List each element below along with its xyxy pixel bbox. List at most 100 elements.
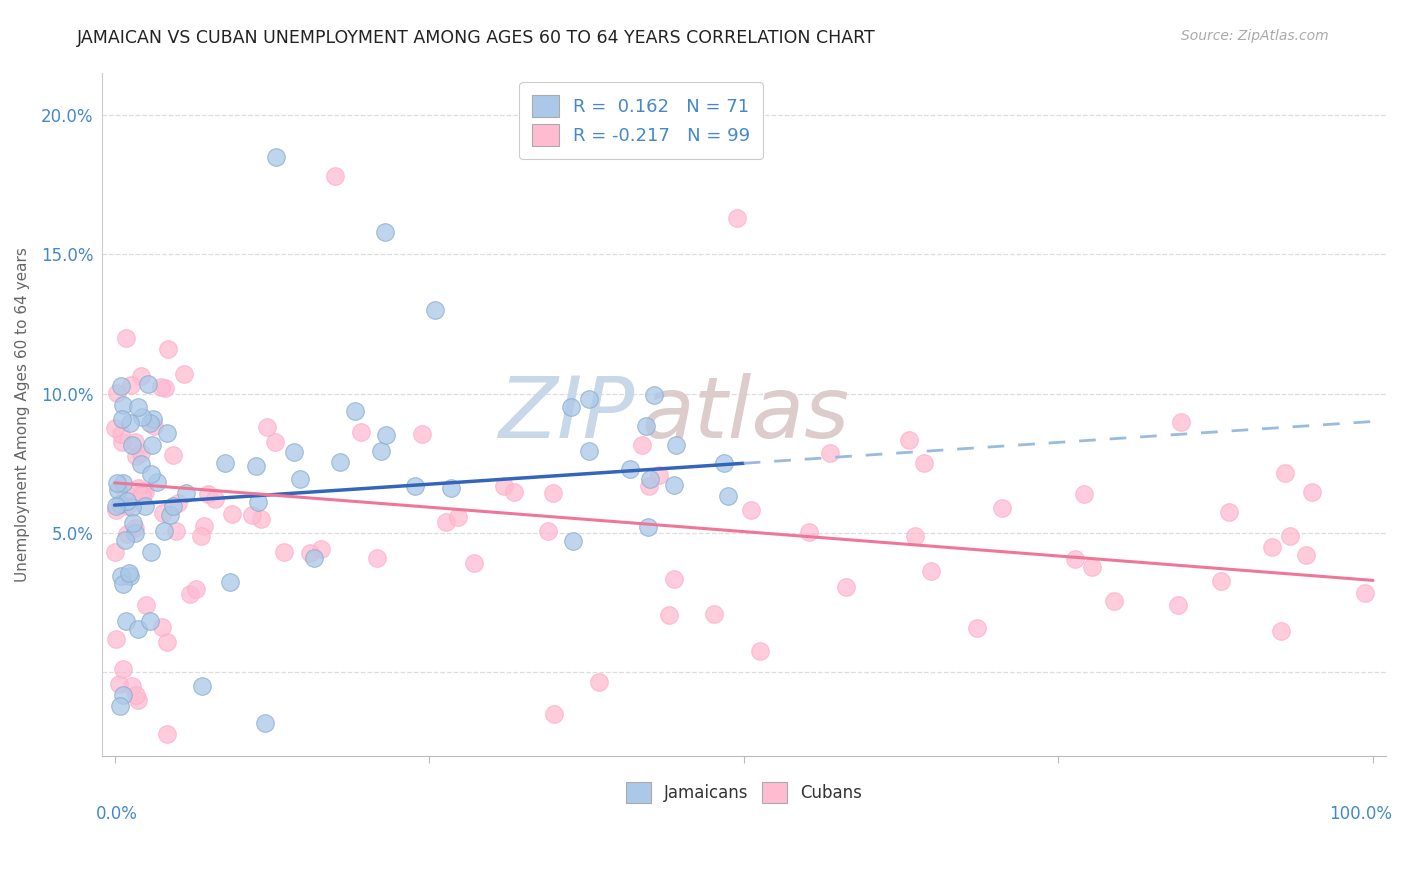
Point — [110, 569, 132, 583]
Point — [121, 500, 143, 514]
Point — [134, 500, 156, 514]
Point — [350, 425, 373, 439]
Point — [588, 675, 610, 690]
Point — [302, 551, 325, 566]
Point — [173, 367, 195, 381]
Point — [155, 425, 177, 440]
Point — [105, 476, 128, 491]
Point — [129, 369, 152, 384]
Point — [193, 519, 215, 533]
Point — [162, 500, 184, 514]
Point — [165, 524, 187, 538]
Text: 100.0%: 100.0% — [1329, 805, 1392, 823]
Point — [299, 546, 322, 560]
Point — [174, 486, 197, 500]
Point — [344, 404, 367, 418]
Legend: Jamaicans, Cubans: Jamaicans, Cubans — [619, 775, 869, 809]
Point — [1167, 598, 1189, 612]
Point — [142, 418, 165, 433]
Point — [835, 580, 858, 594]
Y-axis label: Unemployment Among Ages 60 to 64 years: Unemployment Among Ages 60 to 64 years — [15, 247, 30, 582]
Point — [447, 509, 470, 524]
Point — [124, 521, 146, 535]
Point — [156, 635, 179, 649]
Point — [492, 478, 515, 492]
Point — [434, 515, 457, 529]
Point — [717, 489, 740, 503]
Text: Source: ZipAtlas.com: Source: ZipAtlas.com — [1181, 29, 1329, 43]
Text: atlas: atlas — [641, 373, 849, 456]
Point — [920, 564, 942, 578]
Point — [374, 225, 396, 239]
Point — [204, 491, 226, 506]
Point — [370, 444, 392, 458]
Point — [115, 494, 138, 508]
Point — [374, 428, 396, 442]
Point — [543, 707, 565, 722]
Point — [105, 632, 128, 647]
Point — [256, 420, 278, 434]
Point — [562, 534, 585, 549]
Point — [247, 495, 270, 509]
Point — [537, 524, 560, 538]
Point — [1270, 624, 1292, 638]
Point — [912, 456, 935, 470]
Point — [120, 378, 142, 392]
Point — [253, 715, 276, 730]
Point — [153, 524, 176, 538]
Point — [127, 693, 149, 707]
Point — [898, 433, 921, 447]
Point — [110, 698, 132, 713]
Point — [127, 400, 149, 414]
Point — [162, 448, 184, 462]
Point — [214, 457, 236, 471]
Point — [118, 566, 141, 581]
Point — [1274, 466, 1296, 480]
Point — [111, 476, 134, 491]
Point — [139, 545, 162, 559]
Point — [111, 398, 134, 412]
Point — [748, 644, 770, 658]
Point — [120, 569, 142, 583]
Point — [665, 438, 688, 452]
Point — [104, 545, 127, 559]
Point — [619, 462, 641, 476]
Point — [1211, 574, 1233, 588]
Point — [727, 211, 749, 225]
Point — [117, 527, 139, 541]
Point — [1261, 540, 1284, 554]
Point — [124, 435, 146, 450]
Point — [966, 621, 988, 635]
Point — [309, 541, 332, 556]
Point — [129, 446, 152, 460]
Point — [115, 499, 138, 513]
Point — [127, 481, 149, 495]
Point — [638, 478, 661, 492]
Point — [129, 458, 152, 472]
Point — [329, 455, 352, 469]
Point — [578, 444, 600, 458]
Point — [110, 497, 132, 511]
Point — [159, 508, 181, 523]
Point — [111, 435, 134, 450]
Point — [131, 410, 153, 425]
Point — [114, 484, 136, 499]
Point — [631, 438, 654, 452]
Point — [131, 487, 153, 501]
Point — [643, 388, 665, 402]
Point — [404, 479, 426, 493]
Point — [820, 446, 842, 460]
Point — [107, 483, 129, 497]
Point — [411, 426, 433, 441]
Point — [135, 599, 157, 613]
Point — [118, 417, 141, 431]
Point — [105, 386, 128, 401]
Point — [578, 392, 600, 406]
Point — [218, 574, 240, 589]
Point — [125, 449, 148, 463]
Point — [664, 478, 686, 492]
Point — [138, 614, 160, 628]
Point — [139, 416, 162, 430]
Point — [121, 679, 143, 693]
Point — [543, 485, 565, 500]
